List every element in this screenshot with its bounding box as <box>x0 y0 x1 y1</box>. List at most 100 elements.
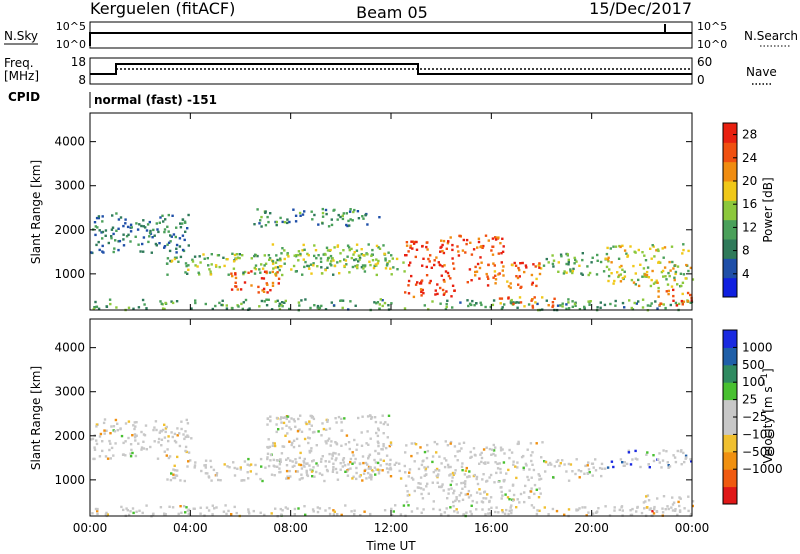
range-cell <box>377 246 380 249</box>
range-cell <box>517 301 521 304</box>
range-cell <box>131 451 134 455</box>
range-cell <box>99 432 103 436</box>
range-cell <box>286 253 289 256</box>
range-cell <box>468 302 472 305</box>
range-cell <box>280 252 283 255</box>
range-cell <box>271 284 275 287</box>
range-cell <box>480 451 483 455</box>
range-cell <box>303 248 306 251</box>
range-cell <box>657 290 660 293</box>
range-cell <box>453 489 456 492</box>
range-cell <box>324 268 327 272</box>
range-cell <box>369 437 372 440</box>
range-cell <box>484 462 487 465</box>
range-cell <box>142 447 146 450</box>
range-cell <box>225 512 228 516</box>
range-cell <box>452 267 456 270</box>
nsky-panel: N.Sky 10^5 10^0 10^5 10^0 N.Search <box>4 20 798 51</box>
range-cell <box>552 265 555 268</box>
range-cell <box>507 297 510 300</box>
range-cell <box>417 482 420 485</box>
range-cell <box>404 471 407 474</box>
range-cell <box>531 306 535 309</box>
range-cell <box>367 443 370 446</box>
range-cell <box>657 249 660 253</box>
range-cell <box>422 292 425 295</box>
power-colorbar-label: Power [dB] <box>761 177 775 242</box>
range-cell <box>637 300 640 303</box>
range-cell <box>179 226 183 229</box>
range-cell <box>140 448 143 451</box>
range-cell <box>316 506 319 509</box>
range-cell <box>681 252 684 255</box>
range-cell <box>670 245 674 248</box>
range-cell <box>230 513 233 516</box>
range-cell <box>404 254 407 257</box>
range-cell <box>155 244 158 247</box>
range-cell <box>427 492 430 495</box>
range-cell <box>488 447 492 451</box>
range-cell <box>523 491 526 494</box>
range-cell <box>183 437 186 441</box>
range-cell <box>654 300 657 303</box>
range-cell <box>419 476 423 479</box>
range-cell <box>444 270 448 273</box>
range-cell <box>204 459 208 462</box>
range-cell <box>422 459 425 462</box>
range-cell <box>447 492 450 495</box>
range-cell <box>283 249 286 252</box>
range-cell <box>327 225 331 228</box>
range-cell <box>304 260 307 264</box>
range-cell <box>596 259 599 262</box>
freq-label-top: Freq. <box>4 56 34 70</box>
range-cell <box>481 508 484 511</box>
range-cell <box>378 216 381 219</box>
range-cell <box>578 507 581 510</box>
range-cell <box>268 258 271 261</box>
range-cell <box>185 506 188 509</box>
range-cell <box>646 266 650 269</box>
range-cell <box>132 307 135 310</box>
range-cell <box>375 468 378 471</box>
range-cell <box>494 278 498 281</box>
range-cell <box>662 303 665 306</box>
range-cell <box>578 264 581 267</box>
range-cell <box>298 304 301 307</box>
range-cell <box>559 304 562 307</box>
range-cell <box>651 244 654 247</box>
range-cell <box>412 478 415 481</box>
range-cell <box>656 497 659 500</box>
range-cell <box>632 281 636 284</box>
range-cell <box>361 264 365 267</box>
range-cell <box>565 262 568 266</box>
range-cell <box>459 301 462 304</box>
range-cell <box>250 284 253 287</box>
range-cell <box>260 277 264 280</box>
range-cell <box>364 213 367 217</box>
range-cell <box>414 443 418 446</box>
range-cell <box>377 427 380 430</box>
range-cell <box>312 262 315 265</box>
range-cell <box>351 462 354 465</box>
range-cell <box>356 210 360 213</box>
range-cell <box>405 241 409 244</box>
range-cell <box>366 253 369 256</box>
range-cell <box>687 495 690 498</box>
range-cell <box>263 300 266 303</box>
range-cell <box>278 304 281 308</box>
range-cell <box>335 457 338 460</box>
range-cell <box>353 512 356 516</box>
range-cell <box>474 274 477 277</box>
range-cell <box>500 497 503 500</box>
range-cell <box>454 469 457 472</box>
range-cell <box>492 262 495 265</box>
range-cell <box>355 466 358 470</box>
range-cell <box>169 259 172 263</box>
range-cell <box>284 506 287 509</box>
nsky-tick-bottom: 10^0 <box>56 38 86 51</box>
range-cell <box>466 299 469 302</box>
range-cell <box>313 254 316 258</box>
range-cell <box>440 513 443 516</box>
range-cell <box>363 510 366 513</box>
range-cell <box>673 509 677 512</box>
